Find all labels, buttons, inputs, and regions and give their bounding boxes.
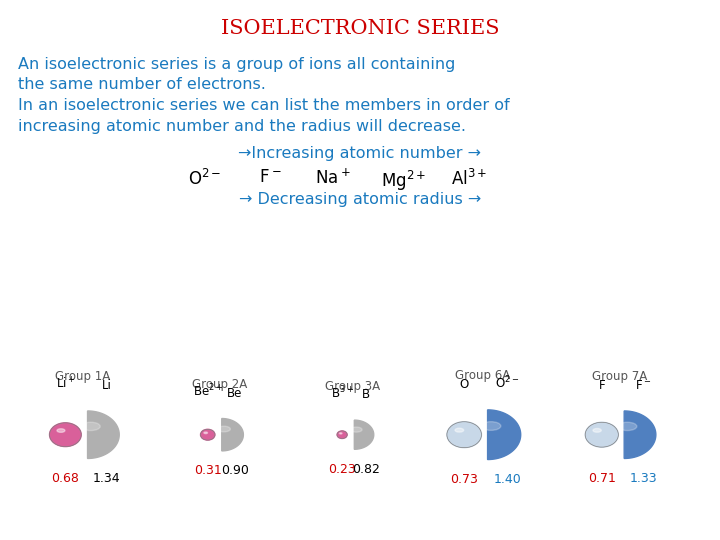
Polygon shape bbox=[624, 411, 656, 458]
Text: O$^{2-}$: O$^{2-}$ bbox=[495, 374, 520, 391]
Text: O: O bbox=[459, 378, 469, 391]
Ellipse shape bbox=[57, 429, 65, 433]
Text: F$^-$: F$^-$ bbox=[258, 168, 282, 186]
Text: An isoelectronic series is a group of ions all containing: An isoelectronic series is a group of io… bbox=[18, 57, 455, 72]
Text: Group 7A: Group 7A bbox=[592, 370, 647, 383]
Text: Be$^{2+}$: Be$^{2+}$ bbox=[192, 383, 223, 400]
Text: In an isoelectronic series we can list the members in order of: In an isoelectronic series we can list t… bbox=[18, 98, 510, 113]
Text: B$^{3+}$: B$^{3+}$ bbox=[330, 384, 354, 401]
Ellipse shape bbox=[618, 422, 637, 430]
Text: Li: Li bbox=[102, 379, 112, 392]
Ellipse shape bbox=[593, 429, 601, 432]
Text: Group 6A: Group 6A bbox=[455, 369, 510, 382]
Text: F$^-$: F$^-$ bbox=[635, 379, 652, 392]
Text: 0.73: 0.73 bbox=[450, 473, 478, 486]
Text: 0.90: 0.90 bbox=[221, 464, 248, 477]
Ellipse shape bbox=[455, 428, 464, 432]
Polygon shape bbox=[487, 410, 521, 460]
Text: 0.31: 0.31 bbox=[194, 464, 222, 477]
Ellipse shape bbox=[339, 433, 342, 434]
Text: Al$^{3+}$: Al$^{3+}$ bbox=[451, 168, 487, 188]
Text: B: B bbox=[362, 388, 370, 401]
Text: →Increasing atomic number →: →Increasing atomic number → bbox=[238, 146, 482, 161]
Text: increasing atomic number and the radius will decrease.: increasing atomic number and the radius … bbox=[18, 119, 466, 134]
Text: Group 1A: Group 1A bbox=[55, 370, 110, 383]
Text: Mg$^{2+}$: Mg$^{2+}$ bbox=[381, 168, 426, 193]
Ellipse shape bbox=[481, 422, 501, 430]
Text: 0.82: 0.82 bbox=[352, 463, 380, 476]
Text: → Decreasing atomic radius →: → Decreasing atomic radius → bbox=[239, 192, 481, 207]
Text: Group 2A: Group 2A bbox=[192, 378, 247, 391]
Circle shape bbox=[447, 422, 482, 448]
Text: 1.33: 1.33 bbox=[629, 472, 657, 485]
Circle shape bbox=[50, 423, 81, 447]
Text: 0.23: 0.23 bbox=[328, 463, 356, 476]
Polygon shape bbox=[88, 411, 120, 458]
Text: F: F bbox=[598, 379, 605, 392]
Polygon shape bbox=[354, 420, 374, 449]
Text: 0.68: 0.68 bbox=[51, 472, 79, 485]
Text: ISOELECTRONIC SERIES: ISOELECTRONIC SERIES bbox=[221, 19, 499, 38]
Ellipse shape bbox=[81, 422, 100, 430]
Circle shape bbox=[585, 422, 618, 447]
Text: Na$^+$: Na$^+$ bbox=[315, 168, 351, 188]
Text: O$^{2-}$: O$^{2-}$ bbox=[189, 168, 222, 188]
Text: Be: Be bbox=[227, 387, 243, 400]
Ellipse shape bbox=[351, 427, 362, 432]
Circle shape bbox=[200, 429, 215, 440]
Ellipse shape bbox=[204, 432, 207, 434]
Ellipse shape bbox=[217, 426, 230, 432]
Polygon shape bbox=[222, 418, 243, 451]
Text: the same number of electrons.: the same number of electrons. bbox=[18, 77, 266, 92]
Circle shape bbox=[337, 431, 347, 438]
Text: Group 3A: Group 3A bbox=[325, 380, 380, 393]
Text: 1.34: 1.34 bbox=[93, 472, 120, 485]
Text: 0.71: 0.71 bbox=[588, 472, 616, 485]
Text: Li$^+$: Li$^+$ bbox=[55, 377, 75, 392]
Text: 1.40: 1.40 bbox=[494, 473, 521, 486]
